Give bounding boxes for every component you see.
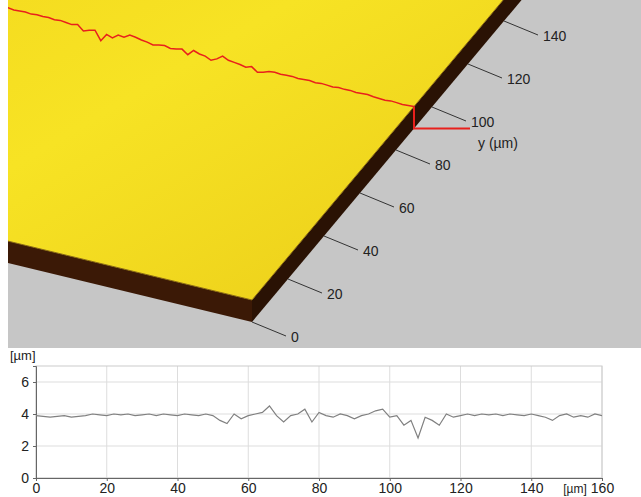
tick: 4 xyxy=(21,406,36,422)
tick: 20 xyxy=(99,478,115,496)
tick-label: 120 xyxy=(449,480,473,496)
grid-line-x xyxy=(248,366,249,478)
tick: 80 xyxy=(312,478,328,496)
figure: 020406080100120140y (µm)0204060801001201… xyxy=(0,0,641,497)
marks xyxy=(36,406,602,438)
tick xyxy=(252,322,286,336)
tick-label: 140 xyxy=(543,28,567,44)
tick: 140 xyxy=(520,478,544,496)
tick-label: 40 xyxy=(170,480,186,496)
grid-line-x xyxy=(460,366,461,478)
tick-label: 80 xyxy=(435,157,451,173)
grid-line-x xyxy=(177,366,178,478)
tick: 2 xyxy=(21,438,36,454)
tick-label: 0 xyxy=(21,470,29,486)
top-surface xyxy=(8,0,522,300)
tick-label: 20 xyxy=(99,480,115,496)
top-edge xyxy=(8,0,522,300)
y-axis: 0 2 4 6 xyxy=(21,367,36,486)
tick-label: 100 xyxy=(471,114,495,130)
grid xyxy=(36,366,602,478)
tick: 0 xyxy=(33,478,41,496)
tick-label: 80 xyxy=(312,480,328,496)
tick: 60 xyxy=(241,478,257,496)
x-axis: 0 20 40 60 80 100 120 140 160 xyxy=(33,478,615,496)
tick-label: 0 xyxy=(291,329,299,345)
tick-mark xyxy=(33,446,36,447)
tick-label: 100 xyxy=(379,480,403,496)
axis-title: y (µm) xyxy=(478,135,518,151)
tick-label: 160 xyxy=(591,480,615,496)
tick-label: 0 xyxy=(33,480,41,496)
tick: 100 xyxy=(379,478,403,496)
tick-label: 4 xyxy=(21,406,29,422)
tick-label: 60 xyxy=(241,480,257,496)
x-axis-title: [µm] xyxy=(563,482,587,496)
grid-line-x xyxy=(389,366,390,478)
axis-line xyxy=(33,367,37,479)
tick-label: 2 xyxy=(21,438,29,454)
grid-line-y xyxy=(36,446,602,447)
profile-line xyxy=(36,406,602,438)
grid-line-x xyxy=(319,366,320,478)
tick xyxy=(324,236,358,250)
tick-mark xyxy=(33,414,36,415)
tick: 0 xyxy=(21,470,36,486)
grid-line-y xyxy=(36,382,602,383)
tick-label: 140 xyxy=(520,480,544,496)
plot-frame xyxy=(36,366,602,478)
tick xyxy=(360,193,394,207)
tick xyxy=(468,64,502,78)
tick: 160 xyxy=(591,478,615,496)
surface-view xyxy=(8,0,522,322)
tick xyxy=(396,150,430,164)
profile-position-marker xyxy=(414,107,470,129)
tick-label: 20 xyxy=(327,286,343,302)
profile-chart: 0 20 40 60 80 100 120 140 160 0 2 4 6 xyxy=(21,366,614,496)
tick-mark xyxy=(33,478,36,479)
tick xyxy=(432,107,466,121)
tick-mark xyxy=(33,382,36,383)
tick xyxy=(504,21,538,35)
tick: 120 xyxy=(449,478,473,496)
tick: 6 xyxy=(21,374,36,390)
grid-line-x xyxy=(106,366,107,478)
tick: 40 xyxy=(170,478,186,496)
tick-label: 6 xyxy=(21,374,29,390)
tick xyxy=(288,279,322,293)
surface-y-axis: 0 20 40 60 80 100 120 140 xyxy=(252,21,567,345)
tick-label: 60 xyxy=(399,200,415,216)
grid-line-x xyxy=(531,366,532,478)
tick-label: 120 xyxy=(507,71,531,87)
profile-on-surface xyxy=(8,0,414,107)
tick-label: 40 xyxy=(363,243,379,259)
y-axis-title: [µm] xyxy=(10,348,36,363)
